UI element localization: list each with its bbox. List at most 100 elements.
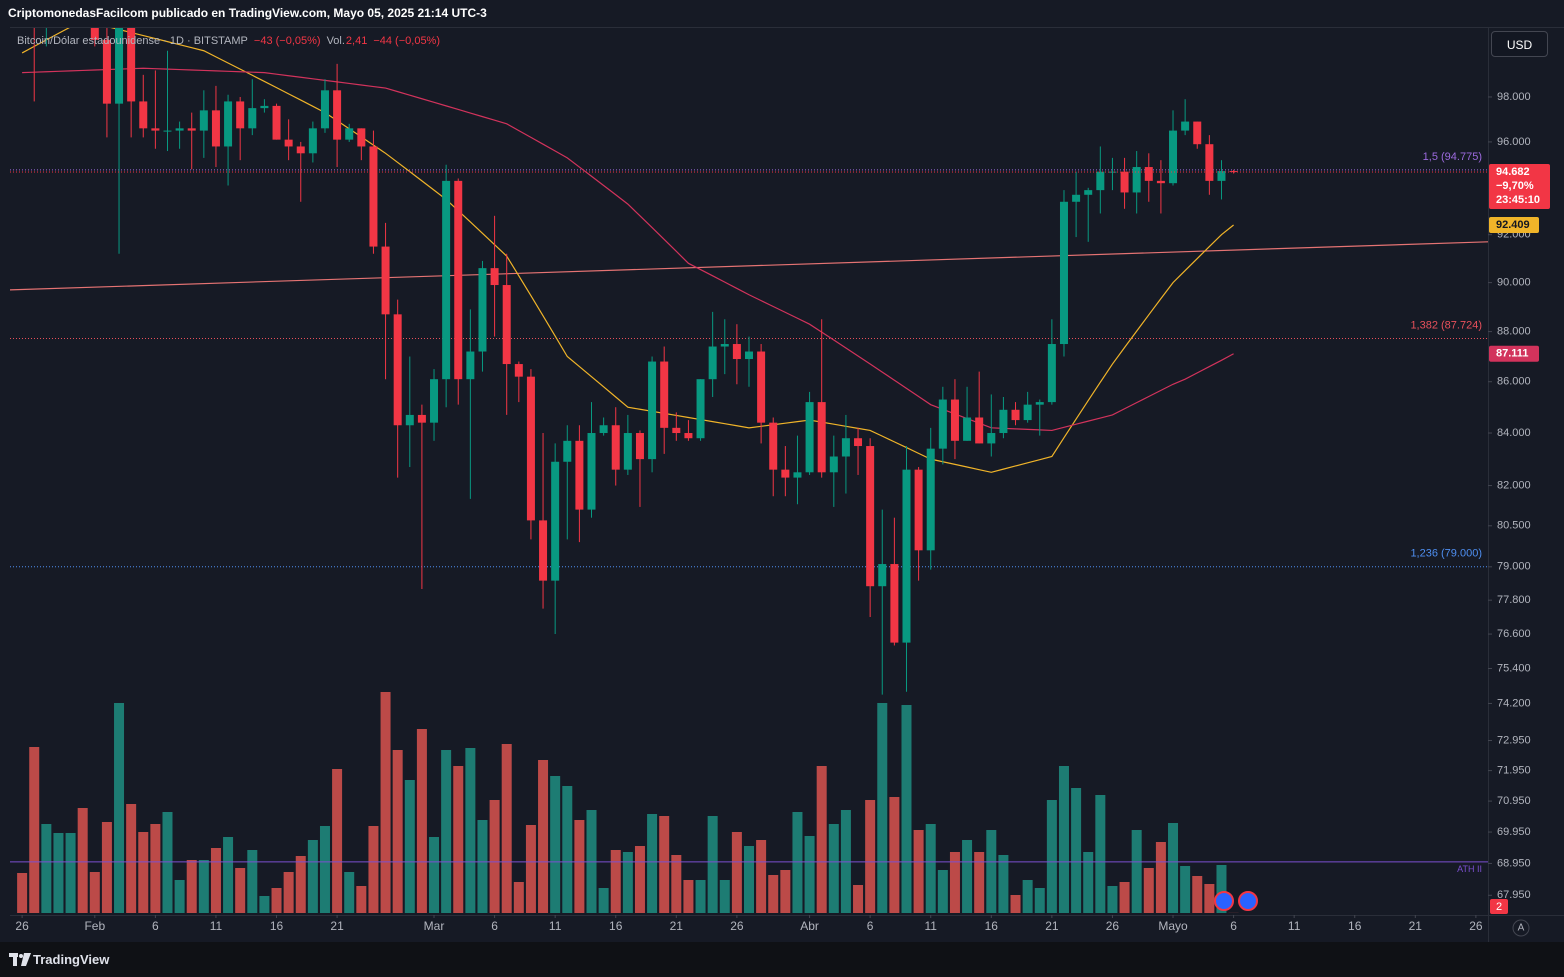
- volume-bar: [1058, 766, 1069, 913]
- volume-bar: [853, 885, 864, 913]
- candle-body: [514, 364, 523, 377]
- candle-body: [466, 351, 475, 380]
- volume-bar: [150, 824, 161, 913]
- volume-bar: [332, 769, 343, 913]
- candle-body: [357, 128, 366, 147]
- x-tick-label: Feb: [84, 919, 105, 933]
- volume-bar: [368, 826, 379, 913]
- volume-bar: [223, 837, 234, 913]
- brand-logo: [9, 953, 31, 966]
- candle-body: [1217, 171, 1226, 181]
- volume-bar: [974, 852, 985, 913]
- candle-body: [696, 379, 705, 439]
- candle-body: [793, 472, 802, 478]
- price-tag-countdown: 23:45:10: [1496, 194, 1540, 206]
- candle-body: [260, 105, 269, 109]
- chart: 1,5 (94.775) 1,382 (87.724) 1,236 (79.000)…: [10, 0, 1564, 942]
- volume-bar: [913, 830, 924, 913]
- candle-body: [175, 128, 184, 131]
- volume-bar: [307, 840, 318, 913]
- candle-body: [890, 564, 899, 643]
- candle-body: [1193, 121, 1202, 145]
- candle-body: [90, 28, 99, 40]
- candle-body: [587, 433, 596, 510]
- candle-body: [1096, 171, 1105, 191]
- scale-mode-button[interactable]: [1512, 919, 1530, 937]
- candle-body: [1047, 344, 1056, 403]
- volume-bar: [53, 833, 64, 913]
- candle-body: [866, 446, 875, 587]
- volume-bar: [828, 824, 839, 913]
- candle-body: [369, 146, 378, 247]
- event-icon[interactable]: [1214, 891, 1234, 911]
- volume-bar: [1034, 888, 1045, 913]
- volume-bar: [247, 850, 258, 913]
- volume-bar: [962, 840, 973, 913]
- y-tick-label: 96.000: [1497, 136, 1531, 148]
- volume-change: −44 (−0,05%): [373, 35, 440, 47]
- volume-bar: [17, 873, 28, 913]
- volume-bar: [453, 766, 464, 913]
- candle-body: [248, 108, 257, 129]
- volume-bar: [513, 882, 524, 913]
- event-badge[interactable]: [1490, 899, 1508, 914]
- level-label: 1,5 (94.775): [1423, 151, 1482, 163]
- volume-bar: [647, 814, 658, 913]
- x-tick-label: 21: [1045, 919, 1059, 933]
- candle-body: [478, 268, 487, 352]
- axes: 98.00096.00092.00090.00088.00086.00084.0…: [15, 91, 1550, 933]
- x-tick-label: 26: [15, 919, 29, 933]
- y-tick-label: 80.500: [1497, 520, 1531, 532]
- volume-bar: [198, 860, 209, 913]
- volume-bar: [622, 852, 633, 913]
- volume-bar: [429, 837, 440, 913]
- candle-body: [393, 314, 402, 426]
- candle-body: [345, 128, 354, 140]
- volume-bar: [1071, 788, 1082, 913]
- candle-body: [757, 351, 766, 423]
- trendline: [10, 241, 1488, 291]
- volume-bar: [392, 750, 403, 913]
- volume-bar: [804, 836, 815, 913]
- price-tag-change: −9,70%: [1496, 180, 1534, 192]
- candle-body: [841, 438, 850, 457]
- level-label: ATH II: [1457, 864, 1482, 874]
- volume-bar: [816, 766, 827, 913]
- currency-button[interactable]: USD: [1491, 31, 1548, 57]
- candle-body: [54, 0, 62, 25]
- volume-bar: [562, 786, 573, 913]
- volume-bar: [1046, 800, 1057, 913]
- volume-bar: [416, 729, 427, 913]
- level-label: 1,236 (79.000): [1410, 548, 1482, 560]
- candle-body: [502, 285, 511, 365]
- volume-bar: [659, 816, 670, 913]
- candle-body: [284, 139, 293, 147]
- price-tag-label: 94.682: [1496, 166, 1530, 178]
- volume-bar: [295, 856, 306, 913]
- volume-bar: [465, 748, 476, 913]
- candle-body: [926, 448, 935, 551]
- volume-bar: [998, 855, 1009, 913]
- legend: Bitcoin/Dólar estadounidense · 1D · BITS…: [17, 35, 440, 47]
- x-tick-label: 26: [1469, 919, 1483, 933]
- y-tick-label: 69.950: [1497, 826, 1531, 838]
- scale-mode: A: [1518, 923, 1525, 934]
- x-tick-label: 6: [1230, 919, 1237, 933]
- candle-body: [320, 90, 329, 129]
- volume-bar: [1083, 852, 1094, 913]
- volume-bar: [937, 870, 948, 913]
- candle-body: [79, 0, 87, 1]
- volume-bar: [744, 846, 754, 913]
- candle-body: [684, 433, 693, 439]
- event-icon[interactable]: [1238, 891, 1258, 911]
- volume-bar: [780, 870, 791, 913]
- event-count: 2: [1496, 901, 1502, 913]
- candle-body: [151, 128, 160, 131]
- x-tick-label: 21: [1409, 919, 1423, 933]
- price-change: −43 (−0,05%): [253, 35, 321, 47]
- y-tick-label: 68.950: [1497, 857, 1531, 869]
- volume-bar: [1168, 823, 1179, 913]
- volume-bar: [89, 872, 100, 913]
- candle-body: [1084, 190, 1093, 195]
- volume-bar: [538, 760, 549, 913]
